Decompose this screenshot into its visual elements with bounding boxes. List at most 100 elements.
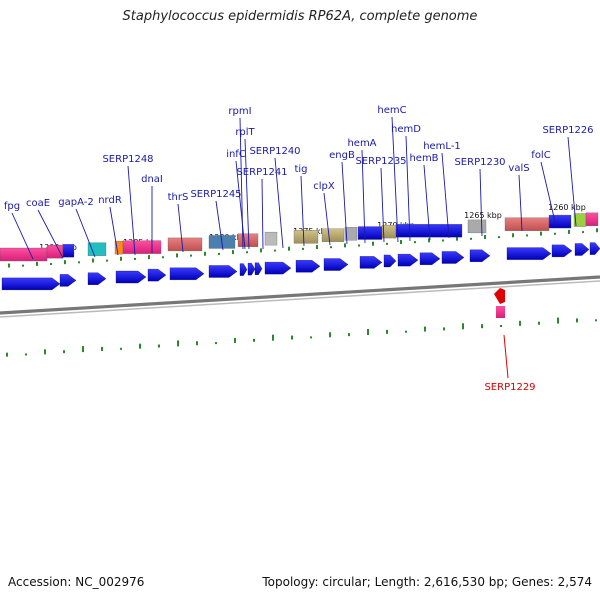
feature-box (167, 237, 203, 252)
feature-box (321, 228, 345, 242)
gc-tick (443, 327, 445, 331)
gc-tick (215, 342, 217, 345)
feature-box (62, 244, 75, 258)
scale-tick (316, 245, 318, 250)
cds-arrow (506, 247, 552, 260)
gene-label-hemb: hemB (409, 153, 438, 164)
scale-tick (568, 229, 570, 234)
scale-tick-label: 1265 kbp (464, 211, 502, 220)
scale-tick (50, 263, 52, 265)
gc-tick (6, 352, 8, 357)
gene-label-line (177, 203, 184, 253)
scale-tick (456, 236, 458, 241)
gene-label-serp1229: SERP1229 (484, 382, 535, 393)
cds-arrow (254, 262, 263, 275)
scale-tick (176, 253, 178, 258)
feature-box (122, 240, 162, 254)
cds-arrow (1, 277, 61, 291)
scale-tick (540, 231, 542, 236)
gene-label-hemc: hemC (377, 105, 406, 116)
cds-row (1, 242, 600, 291)
gene-label-engb: engB (329, 150, 355, 161)
feature-box (344, 227, 358, 241)
gc-tick (576, 318, 578, 323)
gene-label-folc: folC (531, 150, 550, 161)
gene-label-line (300, 175, 305, 247)
gene-label-line (518, 174, 523, 232)
scale-tick (36, 261, 38, 266)
gc-tick (500, 325, 502, 327)
gene-label-serp1235: SERP1235 (355, 156, 406, 167)
gene-label-line (361, 149, 366, 244)
gene-label-serp1241: SERP1241 (236, 167, 287, 178)
gc-tick (44, 349, 46, 355)
cds-arrow (589, 242, 600, 255)
scale-tick (582, 231, 584, 234)
gene-label-line (244, 138, 250, 250)
gene-label-rplt: rplT (235, 127, 255, 138)
scale-tick (470, 237, 472, 240)
feature-box (548, 214, 572, 229)
feature-box (87, 242, 107, 256)
map-title: Staphylococcus epidermidis RP62A, comple… (122, 9, 478, 24)
gc-tick (329, 332, 331, 338)
scale-tick (260, 248, 262, 253)
feature-box (293, 230, 319, 244)
scale-tick-label: 1260 kbp (548, 203, 586, 212)
gene-label-line (261, 178, 264, 250)
feature-box (467, 219, 487, 234)
gc-tick (519, 320, 521, 326)
scale-tick (526, 234, 528, 237)
reverse-feature-box (496, 306, 505, 318)
gc-tick (348, 333, 350, 337)
scale-tick (554, 232, 556, 235)
feature-box (357, 226, 383, 240)
scale-tick (386, 242, 388, 245)
cds-arrow (419, 252, 441, 265)
cds-arrow (115, 270, 147, 284)
genome-backbone-shadow (0, 280, 600, 318)
gc-tick (177, 340, 179, 347)
gene-label-tig: tig (294, 164, 307, 175)
gc-track (6, 228, 598, 357)
gene-label-nrdr: nrdR (98, 195, 122, 206)
feature-box (0, 247, 48, 262)
feature-box (237, 233, 259, 247)
feature-box (264, 231, 278, 246)
scale-tick (8, 263, 10, 268)
feature-box (46, 245, 64, 259)
gc-tick (272, 334, 274, 341)
gene-label-line (235, 160, 246, 250)
gene-label-line (37, 209, 64, 259)
gc-tick (25, 353, 27, 356)
reverse-strand-row: SERP1229 (484, 288, 536, 393)
gene-label-line (11, 212, 34, 260)
accession-text: Accession: NC_002976 (8, 575, 145, 589)
cds-arrow (574, 243, 590, 256)
scale-tick (330, 246, 332, 249)
scale-tick (274, 249, 276, 252)
gc-tick (595, 319, 597, 322)
scale-tick (484, 234, 486, 239)
gene-label-line (540, 161, 557, 227)
reverse-cds-arrow (494, 288, 505, 304)
gene-label-hemd: hemD (391, 124, 421, 135)
genome-stats-text: Topology: circular; Length: 2,616,530 bp… (262, 575, 592, 589)
gc-tick (82, 346, 84, 353)
scale-tick (22, 264, 24, 267)
scale-tick (106, 259, 108, 262)
gc-tick (462, 323, 464, 330)
cds-arrow (383, 254, 397, 268)
gene-label-line (405, 135, 411, 242)
gc-tick (424, 326, 426, 332)
cds-arrow (87, 272, 107, 285)
gc-tick (253, 338, 255, 342)
scale-tick (148, 255, 150, 260)
gc-tick (481, 324, 483, 329)
gene-label-gapa-2: gapA-2 (58, 197, 93, 208)
cds-arrow (397, 253, 419, 267)
gc-tick (557, 317, 559, 324)
scale-tick (120, 256, 122, 261)
scale-tick (134, 257, 136, 260)
